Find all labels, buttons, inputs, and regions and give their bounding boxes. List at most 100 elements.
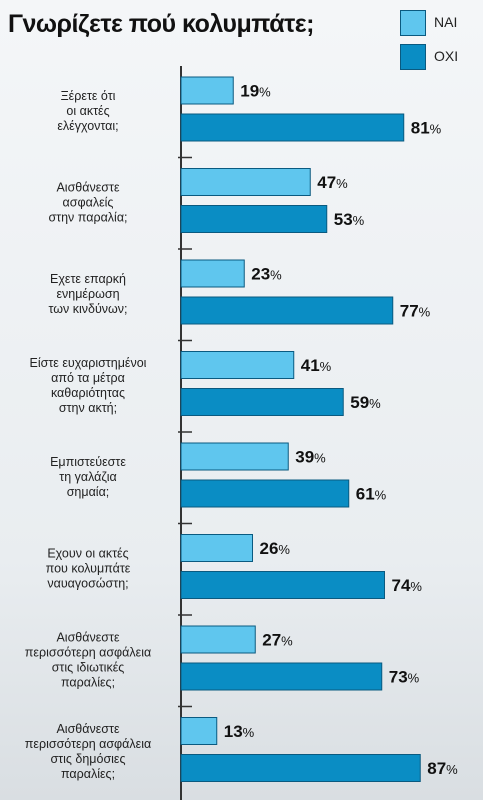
category-label-line: Είστε ευχαριστημένοι — [30, 356, 147, 370]
data-label-value: 23 — [251, 265, 270, 284]
data-label-value: 87 — [427, 759, 446, 778]
data-label-no: 81% — [411, 119, 442, 138]
category-label: Είστε ευχαριστημένοι από τα μέτρα καθαριότ… — [30, 356, 147, 415]
category-label-line: στην ακτή; — [59, 401, 117, 415]
legend-swatch-no — [400, 44, 426, 70]
bar-no — [180, 113, 405, 142]
bar-no — [180, 571, 385, 599]
category-label-line: Εχετε επαρκή — [50, 272, 126, 286]
data-label-value: 19 — [240, 82, 259, 101]
data-label-value: 13 — [224, 722, 243, 741]
category-label-line: τη γαλάζια — [59, 470, 116, 484]
bar-yes — [180, 534, 253, 562]
data-label-value: 74 — [392, 576, 411, 595]
data-label-value: 26 — [260, 539, 279, 558]
category-label-line: ασφαλείς — [63, 196, 114, 210]
data-label-value: 73 — [389, 668, 408, 687]
data-label-no: 77% — [400, 302, 431, 321]
category-label-line: Εμπιστεύεστε — [50, 455, 126, 469]
data-label-yes: 23% — [251, 265, 282, 284]
category-label-line: παραλίες; — [61, 676, 115, 690]
data-label-value: 47 — [317, 173, 336, 192]
data-label-unit: % — [314, 451, 326, 466]
data-label-value: 41 — [301, 356, 320, 375]
bar-no — [180, 205, 328, 233]
data-label-value: 61 — [356, 485, 375, 504]
bar-yes — [180, 717, 218, 745]
category-label-line: παραλίες; — [61, 767, 115, 781]
bar-yes — [180, 351, 295, 379]
data-label-yes: 27% — [262, 631, 293, 650]
category-label-line: οι ακτές — [66, 104, 109, 118]
data-label-unit: % — [430, 122, 442, 137]
category-label-line: Εχουν οι ακτές — [47, 547, 128, 561]
data-label-no: 87% — [427, 759, 458, 778]
category-label-line: Ξέρετε ότι — [61, 89, 116, 103]
data-label-unit: % — [375, 488, 387, 503]
bar-no — [180, 479, 350, 508]
bar-no — [180, 754, 421, 782]
category-label-line: Αισθάνεστε — [56, 631, 119, 645]
bar-no — [180, 388, 344, 416]
data-label-no: 73% — [389, 668, 420, 687]
data-label-unit: % — [353, 213, 365, 228]
data-label-no: 59% — [350, 393, 381, 412]
category-label-line: που κολυμπάτε — [46, 562, 131, 576]
data-label-value: 39 — [295, 448, 314, 467]
data-label-unit: % — [408, 671, 420, 686]
category-label: Εχετε επαρκή ενημέρωση των κινδύνων; — [48, 272, 127, 316]
category-label: Αισθάνεστε περισσότερη ασφάλεια στις ιδιωτ… — [25, 631, 151, 690]
legend-label-no: ΟΧΙ — [434, 48, 459, 64]
category-label: Ξέρετε ότι οι ακτές ελέγχονται; — [57, 89, 118, 133]
category-label: Αισθάνεστε περισσότερη ασφάλεια στις δημόσ… — [25, 722, 151, 781]
data-label-unit: % — [446, 762, 458, 777]
category-label-line: ενημέρωση — [56, 287, 119, 301]
category-label: Αισθάνεστε ασφαλείς στην παραλία; — [48, 181, 127, 225]
data-label-yes: 26% — [260, 539, 291, 558]
category-label-line: στην παραλία; — [48, 211, 127, 225]
data-label-value: 59 — [350, 393, 369, 412]
bar-yes — [180, 168, 311, 196]
data-label-unit: % — [410, 579, 422, 594]
category-label-line: περισσότερη ασφάλεια — [25, 737, 151, 751]
bar-yes — [180, 442, 289, 471]
data-label-value: 81 — [411, 119, 430, 138]
bar-yes — [180, 259, 245, 288]
category-label: Εμπιστεύεστε τη γαλάζια σημαία; — [50, 455, 126, 499]
legend-label-yes: ΝΑΙ — [434, 14, 458, 30]
data-label-yes: 19% — [240, 82, 271, 101]
category-label-line: ελέγχονται; — [57, 119, 118, 133]
legend-swatch-yes — [400, 10, 426, 36]
category-label-line: από τα μέτρα — [51, 371, 125, 385]
data-label-yes: 13% — [224, 722, 255, 741]
bar-no — [180, 662, 383, 691]
data-label-unit: % — [270, 268, 282, 283]
category-label: Εχουν οι ακτές που κολυμπάτε ναυαγοσώστη; — [46, 547, 131, 591]
data-label-yes: 39% — [295, 448, 326, 467]
data-label-unit: % — [243, 725, 255, 740]
data-label-unit: % — [259, 85, 271, 100]
data-label-unit: % — [281, 634, 293, 649]
data-label-value: 27 — [262, 631, 281, 650]
category-label-line: σημαία; — [67, 485, 110, 499]
data-label-no: 61% — [356, 485, 387, 504]
category-label-line: Αισθάνεστε — [56, 181, 119, 195]
category-label-line: στις ιδιωτικές — [52, 661, 125, 675]
data-label-no: 74% — [392, 576, 423, 595]
chart-title: Γνωρίζετε πού κολυμπάτε; — [8, 10, 314, 38]
data-label-value: 53 — [334, 210, 353, 229]
bar-no — [180, 296, 394, 325]
data-label-value: 77 — [400, 302, 419, 321]
data-label-yes: 47% — [317, 173, 348, 192]
data-label-unit: % — [369, 396, 381, 411]
data-label-unit: % — [320, 359, 332, 374]
category-label-line: στις δημόσιες — [50, 752, 125, 766]
data-label-unit: % — [278, 542, 290, 557]
data-label-yes: 41% — [301, 356, 332, 375]
data-label-unit: % — [419, 305, 431, 320]
category-label-line: καθαριότητας — [51, 386, 125, 400]
data-label-unit: % — [336, 176, 348, 191]
bar-yes — [180, 625, 256, 654]
category-label-line: ναυαγοσώστη; — [47, 577, 128, 591]
